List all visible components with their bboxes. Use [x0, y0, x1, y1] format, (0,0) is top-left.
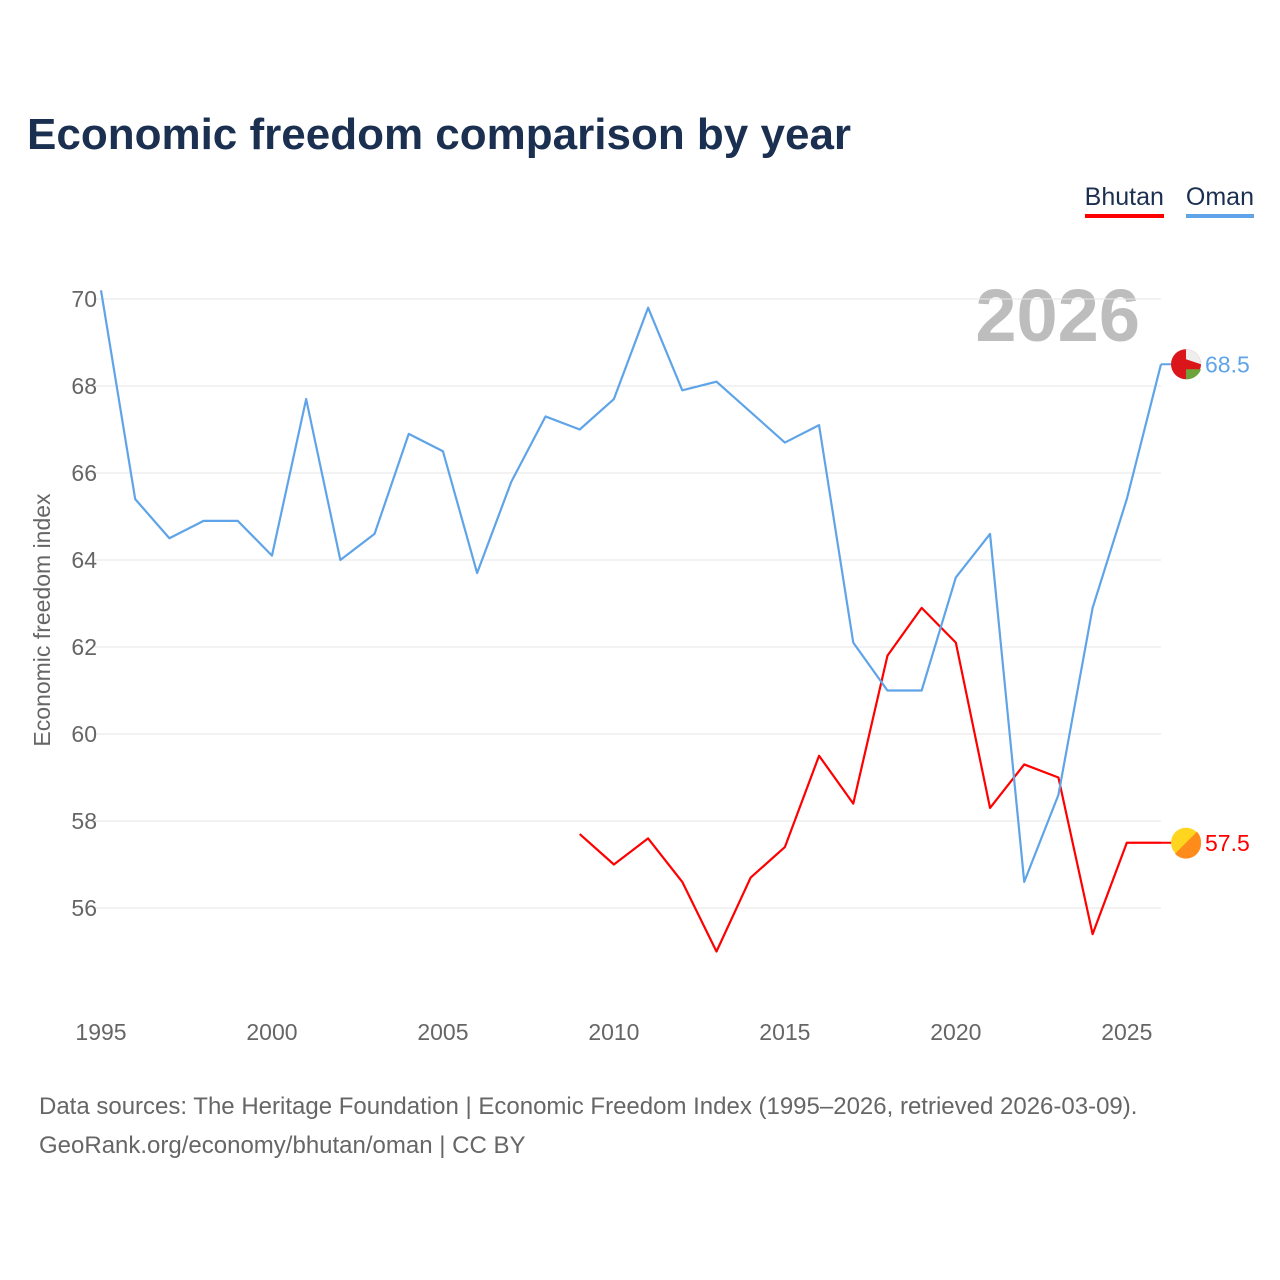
- y-tick-label: 58: [71, 808, 97, 834]
- x-tick-label: 2015: [759, 1019, 810, 1045]
- x-tick-label: 2005: [417, 1019, 468, 1045]
- y-tick-label: 64: [71, 547, 97, 573]
- y-axis-label: Economic freedom index: [29, 493, 55, 747]
- x-tick-label: 2020: [930, 1019, 981, 1045]
- footer-link[interactable]: GeoRank.org/economy/bhutan/oman | CC BY: [39, 1132, 526, 1159]
- x-tick-label: 2025: [1101, 1019, 1152, 1045]
- end-value-label-bhutan: 57.5: [1205, 830, 1250, 856]
- y-tick-label: 60: [71, 721, 97, 747]
- x-tick-label: 2000: [246, 1019, 297, 1045]
- bhutan-flag-orange: [1175, 831, 1202, 859]
- legend-bhutan[interactable]: Bhutan: [1084, 183, 1164, 218]
- oman-flag-white: [1186, 349, 1201, 365]
- year-watermark: 2026: [975, 274, 1140, 357]
- y-tick-label: 66: [71, 460, 97, 486]
- footer-sources: Data sources: The Heritage Foundation | …: [39, 1093, 1138, 1120]
- oman-flag-green: [1186, 369, 1201, 380]
- x-tick-label: 1995: [75, 1019, 126, 1045]
- legend: Bhutan Oman: [1084, 183, 1254, 218]
- end-value-label-oman: 68.5: [1205, 351, 1250, 377]
- y-tick-label: 56: [71, 895, 97, 921]
- y-tick-label: 68: [71, 373, 97, 399]
- chart-title: Economic freedom comparison by year: [27, 110, 852, 159]
- y-tick-label: 70: [71, 286, 97, 312]
- series-line-oman: [99, 290, 1163, 884]
- series-line-bhutan: [578, 606, 1161, 953]
- footer: Data sources: The Heritage Foundation | …: [39, 1087, 1137, 1165]
- legend-oman[interactable]: Oman: [1185, 183, 1254, 218]
- x-tick-label: 2010: [588, 1019, 639, 1045]
- y-tick-label: 62: [71, 634, 97, 660]
